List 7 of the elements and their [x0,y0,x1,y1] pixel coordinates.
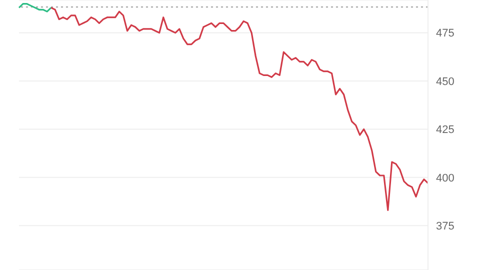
y-tick-label: 375 [436,220,454,233]
line-series [18,3,52,12]
line-series [50,6,429,212]
y-tick-label: 450 [436,76,454,88]
y-tick-label: 475 [436,28,454,40]
y-tick-label: 400 [436,172,454,184]
y-tick-label: 425 [436,124,454,136]
